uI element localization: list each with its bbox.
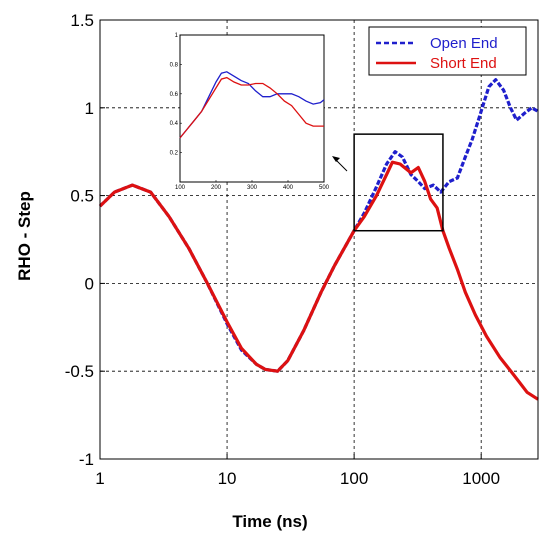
x-tick-label: 10 bbox=[218, 469, 237, 488]
inset-x-tick-label: 300 bbox=[247, 185, 258, 191]
inset-y-tick-label: 0.4 bbox=[170, 121, 179, 127]
inset-chart: 100 200 300 400 500 0.2 0.4 0.6 0.8 1 bbox=[170, 33, 330, 191]
legend: Open End Short End bbox=[368, 26, 527, 76]
legend-label-open-end: Open End bbox=[430, 35, 498, 52]
y-tick-label: -1 bbox=[79, 450, 94, 469]
inset-y-tick-label: 0.8 bbox=[170, 62, 179, 68]
inset-x-tick-label: 500 bbox=[319, 185, 330, 191]
legend-label-short-end: Short End bbox=[430, 55, 497, 72]
inset-y-tick-label: 1 bbox=[175, 33, 179, 39]
x-axis-title: Time (ns) bbox=[232, 512, 307, 531]
inset-y-tick-label: 0.6 bbox=[170, 92, 179, 98]
inset-series-open-end bbox=[179, 71, 325, 139]
plot-frame bbox=[99, 19, 539, 460]
y-tick-label: 1.5 bbox=[70, 11, 94, 30]
series-layer bbox=[98, 78, 539, 401]
x-tick-label: 100 bbox=[340, 469, 368, 488]
x-tick-label: 1 bbox=[95, 469, 104, 488]
inset-y-tick-label: 0.2 bbox=[170, 151, 179, 157]
legend-box bbox=[368, 26, 527, 76]
zoom-box bbox=[353, 133, 444, 232]
zoom-region bbox=[332, 133, 444, 232]
y-axis-title: RHO - Step bbox=[15, 191, 34, 281]
axis-ticks: 1 10 100 1000 -1 -0.5 0 0.5 1 1.5 bbox=[65, 11, 500, 488]
zoom-arrow-head bbox=[332, 156, 340, 162]
series-line-short-end bbox=[98, 160, 539, 401]
inset-frame bbox=[179, 34, 325, 183]
x-tick-label: 1000 bbox=[462, 469, 500, 488]
y-tick-label: 1 bbox=[85, 99, 94, 118]
inset-x-tick-label: 200 bbox=[211, 185, 222, 191]
inset-series-short-end bbox=[179, 76, 324, 139]
inset-x-tick-label: 400 bbox=[283, 185, 294, 191]
y-tick-label: 0 bbox=[85, 274, 94, 293]
y-tick-label: -0.5 bbox=[65, 362, 94, 381]
inset-x-tick-label: 100 bbox=[175, 185, 186, 191]
y-tick-label: 0.5 bbox=[70, 187, 94, 206]
